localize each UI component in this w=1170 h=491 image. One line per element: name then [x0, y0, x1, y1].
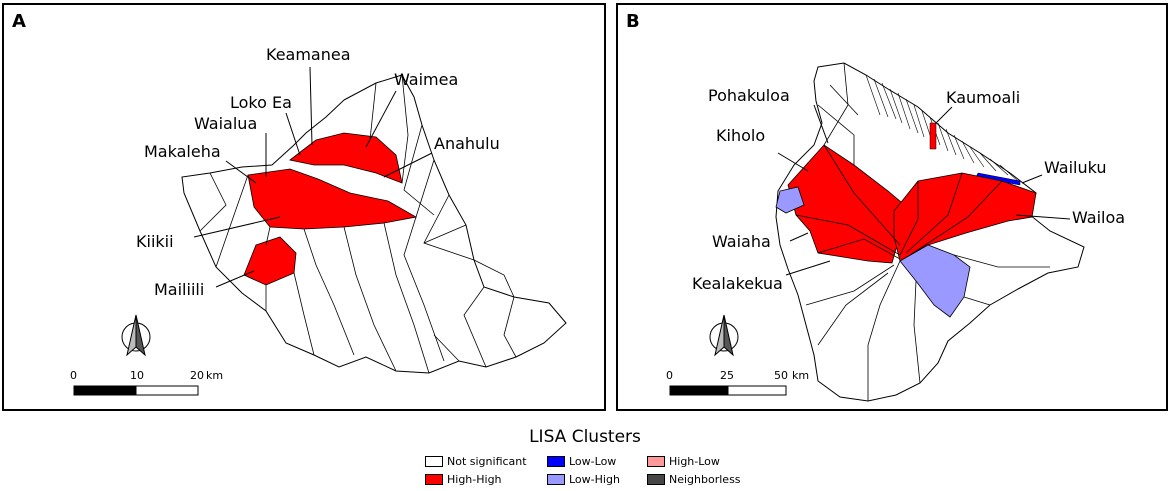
svg-text:10: 10	[130, 369, 144, 382]
label-waimea: Waimea	[394, 70, 458, 89]
label-anahulu: Anahulu	[434, 134, 500, 153]
big-island-map: Pohakuloa Kaumoali Kiholo Wailuku Wailoa…	[666, 62, 1125, 402]
legend-item-high-low: High-Low	[647, 455, 720, 468]
high-high-west	[787, 144, 915, 264]
label-wailoa: Wailoa	[1072, 208, 1125, 227]
high-high-east	[893, 172, 1037, 262]
legend-item-not-significant: Not significant	[425, 455, 527, 468]
legend-swatch	[547, 474, 565, 485]
label-kealakekua: Kealakekua	[692, 274, 783, 293]
scale-bar-a: 0 10 20 km	[70, 369, 223, 396]
leader-lines	[193, 66, 433, 288]
label-kaumoali: Kaumoali	[946, 88, 1020, 107]
legend-item-low-high: Low-High	[547, 473, 620, 486]
watershed-boundaries	[199, 74, 517, 374]
map-panel-b: B	[616, 3, 1168, 411]
label-makaleha: Makaleha	[144, 142, 221, 161]
svg-text:20: 20	[190, 369, 204, 382]
high-high-central	[247, 168, 418, 230]
svg-text:0: 0	[666, 369, 673, 382]
legend-swatch	[647, 474, 665, 485]
label-waialua: Waialua	[194, 114, 257, 133]
label-wailuku: Wailuku	[1044, 158, 1107, 177]
leader-lines-b	[777, 104, 1071, 276]
high-low-kaumoali	[929, 122, 937, 150]
legend-swatch	[547, 456, 565, 467]
svg-text:50: 50	[774, 369, 788, 382]
north-arrow-icon	[121, 314, 151, 357]
legend-item-neighborless: Neighborless	[647, 473, 741, 486]
legend-item-high-high: High-High	[425, 473, 502, 486]
legend-title: LISA Clusters	[529, 427, 641, 447]
label-kiikii: Kiikii	[136, 232, 174, 251]
legend-item-low-low: Low-Low	[547, 455, 616, 468]
label-mailiili: Mailiili	[154, 280, 204, 299]
label-keamanea: Keamanea	[266, 45, 351, 64]
label-pohakuloa: Pohakuloa	[708, 86, 790, 105]
watershed-boundaries-b	[795, 62, 1050, 401]
map-panel-a: A	[2, 3, 606, 411]
legend-swatch	[647, 456, 665, 467]
svg-text:25: 25	[720, 369, 734, 382]
label-kiholo: Kiholo	[716, 126, 765, 145]
svg-text:0: 0	[70, 369, 77, 382]
svg-text:km: km	[206, 369, 223, 382]
low-high-kiholo	[775, 186, 805, 214]
legend-swatch	[425, 474, 443, 485]
label-loko-ea: Loko Ea	[230, 93, 292, 112]
oahu-map: Keamanea Waimea Loko Ea Waialua Anahulu …	[70, 45, 567, 396]
legend-swatch	[425, 456, 443, 467]
scale-bar-b: 0 25 50 km	[666, 369, 809, 396]
svg-text:km: km	[792, 369, 809, 382]
northeast-ridges	[865, 74, 1019, 182]
panel-letter-a: A	[12, 11, 26, 32]
label-waiaha: Waiaha	[712, 232, 771, 251]
panel-letter-b: B	[626, 11, 640, 32]
north-arrow-icon	[709, 314, 739, 357]
